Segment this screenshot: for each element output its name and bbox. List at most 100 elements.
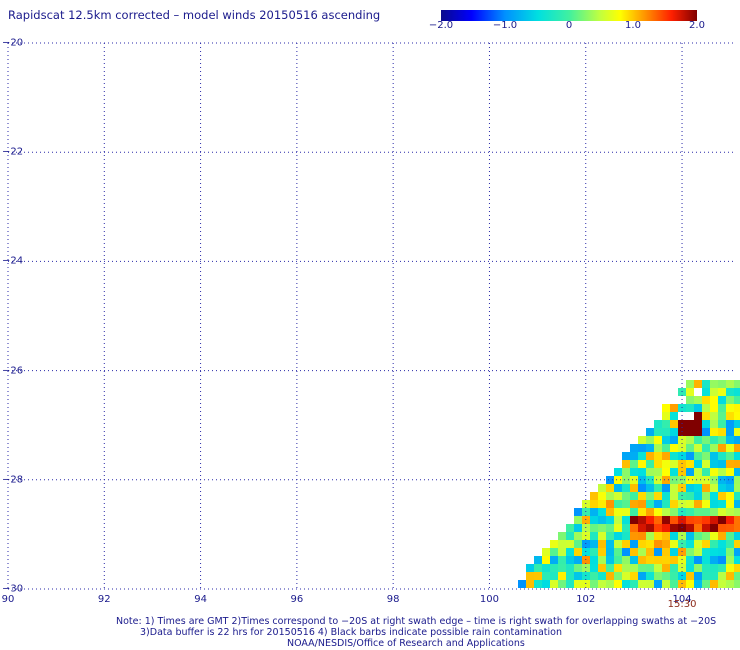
wind-diff-cell [686,436,694,444]
wind-diff-cell [574,564,582,572]
wind-diff-cell [542,580,550,588]
wind-diff-cell [726,564,734,572]
wind-diff-cell [734,460,740,468]
wind-diff-cell [638,476,646,484]
wind-diff-cell [718,548,726,556]
wind-diff-cell [598,556,606,564]
wind-diff-cell [694,524,702,532]
wind-diff-cell [590,572,598,580]
wind-diff-cell [710,516,718,524]
wind-diff-cell [702,516,710,524]
latitude-label: −22 [2,146,24,158]
wind-diff-cell [574,524,582,532]
wind-diff-cell [734,484,740,492]
wind-diff-cell [702,420,710,428]
wind-diff-cell [686,468,694,476]
wind-diff-cell [630,548,638,556]
wind-diff-cell [726,572,734,580]
wind-diff-cell [654,532,662,540]
wind-diff-cell [662,540,670,548]
wind-diff-cell [718,556,726,564]
wind-diff-cell [718,492,726,500]
wind-diff-cell [718,412,726,420]
wind-diff-cell [622,556,630,564]
wind-diff-cell [726,476,734,484]
wind-diff-cell [638,540,646,548]
wind-diff-cell [670,540,678,548]
wind-diff-cell [622,476,630,484]
wind-diff-cell [702,540,710,548]
longitude-label: 98 [386,594,400,605]
wind-diff-cell [662,492,670,500]
wind-diff-cell [710,572,718,580]
wind-diff-cell [670,404,678,412]
wind-diff-cell [654,444,662,452]
wind-diff-cell [734,492,740,500]
wind-diff-cell [670,548,678,556]
wind-diff-cell [630,580,638,588]
wind-diff-cell [734,396,740,404]
wind-diff-cell [710,476,718,484]
wind-diff-cell [622,524,630,532]
wind-diff-cell [646,532,654,540]
wind-diff-cell [550,580,558,588]
wind-diff-cell [638,452,646,460]
wind-diff-cell [662,484,670,492]
wind-diff-cell [558,540,566,548]
wind-diff-cell [702,476,710,484]
wind-diff-cell [662,524,670,532]
wind-diff-cell [734,564,740,572]
wind-diff-cell [622,460,630,468]
wind-diff-cell [622,468,630,476]
wind-diff-cell [686,572,694,580]
wind-diff-cell [694,404,702,412]
wind-diff-cell [638,460,646,468]
wind-diff-cell [662,548,670,556]
wind-diff-cell [630,564,638,572]
wind-diff-cell [662,476,670,484]
wind-diff-cell [734,540,740,548]
wind-diff-cell [654,460,662,468]
wind-diff-cell [646,572,654,580]
wind-diff-cell [590,540,598,548]
wind-diff-cell [702,412,710,420]
wind-diff-cell [710,524,718,532]
wind-diff-cell [614,540,622,548]
wind-diff-cell [606,508,614,516]
wind-diff-cell [686,428,694,436]
wind-diff-cell [710,508,718,516]
wind-diff-cell [718,580,726,588]
latitude-label: −28 [2,474,24,486]
wind-diff-cell [726,580,734,588]
wind-diff-cell [662,500,670,508]
wind-diff-cell [686,452,694,460]
wind-diff-cell [670,412,678,420]
wind-diff-cell [710,564,718,572]
wind-diff-cell [734,476,740,484]
wind-diff-cell [662,508,670,516]
colorbar-tick-label: 0 [565,20,573,31]
wind-diff-cell [686,500,694,508]
wind-diff-cell [726,444,734,452]
wind-diff-cell [702,452,710,460]
wind-diff-cell [638,508,646,516]
wind-diff-cell [710,404,718,412]
wind-diff-cell [566,524,574,532]
wind-diff-cell [630,540,638,548]
wind-diff-cell [702,548,710,556]
wind-diff-cell [622,508,630,516]
wind-diff-cell [646,508,654,516]
latitude-label: −20 [2,37,24,49]
wind-diff-cell [686,580,694,588]
wind-diff-cell [670,420,678,428]
wind-diff-cell [646,468,654,476]
wind-diff-cell [694,380,702,388]
wind-diff-cell [670,500,678,508]
wind-diff-cell [606,532,614,540]
wind-diff-cell [526,572,534,580]
wind-diff-cell [718,524,726,532]
wind-diff-cell [598,548,606,556]
wind-diff-cell [654,500,662,508]
wind-diff-cell [726,508,734,516]
wind-diff-cell [598,580,606,588]
